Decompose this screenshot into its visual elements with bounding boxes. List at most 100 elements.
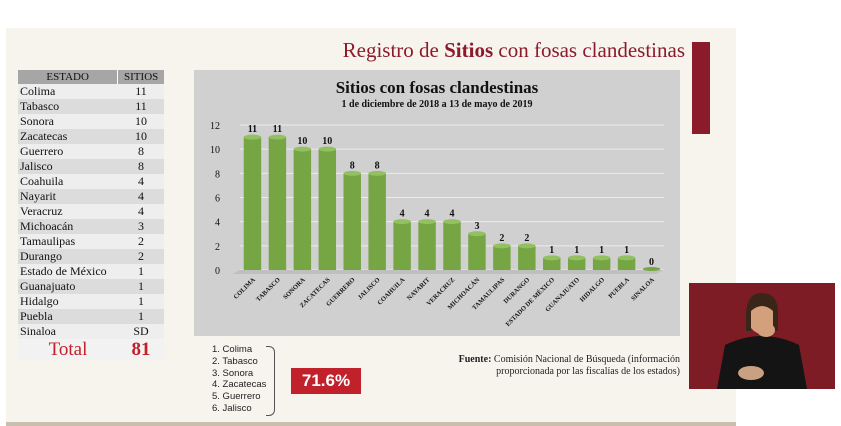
bar xyxy=(518,245,536,270)
bar xyxy=(343,173,361,270)
state-name: Durango xyxy=(20,249,62,263)
total-label: Total xyxy=(48,339,88,360)
bar-top xyxy=(268,134,287,140)
data-label: 1 xyxy=(574,245,579,256)
state-sites: 4 xyxy=(138,174,144,188)
source-line-1: Comisión Nacional de Búsqueda (informaci… xyxy=(493,354,680,365)
bar-top xyxy=(518,243,536,249)
table-row: Tabasco 11 xyxy=(18,99,164,114)
bar xyxy=(243,137,262,270)
y-tick-label: 10 xyxy=(210,145,220,156)
bar xyxy=(368,173,386,270)
state-sites: 1 xyxy=(138,264,144,278)
state-name: Tabasco xyxy=(20,99,60,113)
category-label: JALISCO xyxy=(357,276,382,301)
state-name: Michoacán xyxy=(20,219,74,233)
data-label: 4 xyxy=(450,209,455,220)
bar xyxy=(468,233,486,270)
data-label: 4 xyxy=(400,209,405,220)
state-sites: 1 xyxy=(138,294,144,308)
bar-top xyxy=(243,134,262,140)
bar-top xyxy=(468,231,486,237)
table-row: Guerrero 8 xyxy=(18,144,164,159)
data-label: 1 xyxy=(624,245,629,256)
top-state-item: 6. Jalisco xyxy=(212,402,252,414)
bar-top xyxy=(318,146,337,152)
category-label: COLIMA xyxy=(233,276,258,301)
table-body: Colima 11 Tabasco 11 Sonora 10 Zacatecas 10 Guer… xyxy=(18,84,164,339)
bar xyxy=(567,257,586,270)
state-sites: 1 xyxy=(138,279,144,293)
table-row: Sinaloa SD xyxy=(18,324,164,339)
state-name: Colima xyxy=(20,84,56,98)
state-name: Veracruz xyxy=(20,204,63,218)
list-brace xyxy=(266,346,275,416)
bar-top xyxy=(592,255,611,261)
state-name: Puebla xyxy=(20,309,53,323)
states-table: ESTADO SITIOS Colima 11 Tabasco 11 Sonora 10 Z… xyxy=(18,70,164,360)
total-row: Total 81 xyxy=(18,340,164,360)
state-name: Sinaloa xyxy=(20,324,56,338)
chart-floor xyxy=(232,270,664,274)
table-row: Puebla 1 xyxy=(18,309,164,324)
bar xyxy=(617,257,636,270)
bar xyxy=(642,267,661,271)
state-name: Nayarit xyxy=(20,189,56,203)
table-row: Michoacán 3 xyxy=(18,219,164,234)
bar-top xyxy=(493,243,511,249)
slide-bottom-edge xyxy=(6,422,736,426)
table-row: Jalisco 8 xyxy=(18,159,164,174)
source-note: Fuente: Comisión Nacional de Búsqueda (i… xyxy=(440,354,680,378)
category-label: SINALOA xyxy=(630,276,656,302)
table-row: Guanajuato 1 xyxy=(18,279,164,294)
slide-title-suffix: con fosas clandestinas xyxy=(493,38,685,62)
chart-panel: 0 2 4 6 8 10 12 11 COLIMA 11 TABASCO 10 SONORA 10 ZACA… xyxy=(194,70,680,336)
slide-title-bold: Sitios xyxy=(444,38,494,62)
sign-language-interpreter-video xyxy=(689,283,835,389)
bar-top xyxy=(343,170,361,176)
state-sites: 11 xyxy=(135,84,147,98)
y-tick-label: 12 xyxy=(210,121,220,132)
table-row: Tamaulipas 2 xyxy=(18,234,164,249)
state-name: Zacatecas xyxy=(20,129,68,143)
y-tick-label: 8 xyxy=(215,169,220,180)
chart-subtitle: 1 de diciembre de 2018 a 13 de mayo de 2… xyxy=(341,99,533,110)
header-sitios: SITIOS xyxy=(124,71,159,83)
slide-title: Registro de Sitios con fosas clandestina… xyxy=(300,38,685,63)
bar-top xyxy=(393,219,411,225)
state-sites: 11 xyxy=(135,99,147,113)
state-sites: 3 xyxy=(138,219,144,233)
category-label: SONORA xyxy=(282,276,307,301)
table-row: Sonora 10 xyxy=(18,114,164,129)
data-label: 2 xyxy=(499,233,504,244)
top-states-list: 1. Colima 2. Tabasco 3. Sonora 4. Zacatecas… xyxy=(212,344,266,415)
state-name: Tamaulipas xyxy=(20,234,76,248)
top-state-item: 5. Guerrero xyxy=(212,391,261,403)
bar-top xyxy=(293,146,312,152)
table-row: Durango 2 xyxy=(18,249,164,264)
state-sites: 1 xyxy=(138,309,144,323)
bar xyxy=(493,245,511,270)
bar-top xyxy=(368,170,386,176)
state-sites: 2 xyxy=(138,249,144,263)
bar xyxy=(393,221,411,270)
data-label: 1 xyxy=(599,245,604,256)
state-name: Estado de México xyxy=(20,264,107,278)
table-row: Estado de México 1 xyxy=(18,264,164,279)
bar xyxy=(592,257,611,270)
data-label: 8 xyxy=(375,160,380,171)
state-sites: SD xyxy=(133,324,149,338)
data-label: 0 xyxy=(649,257,654,268)
data-label: 11 xyxy=(273,124,282,135)
bar xyxy=(418,221,436,270)
title-accent-bar xyxy=(692,42,710,134)
category-label: HIDALGO xyxy=(579,276,606,303)
state-sites: 8 xyxy=(138,159,144,173)
table-row: Hidalgo 1 xyxy=(18,294,164,309)
state-name: Coahuila xyxy=(20,174,64,188)
table-row: Zacatecas 10 xyxy=(18,129,164,144)
chart-title: Sitios con fosas clandestinas xyxy=(335,78,539,97)
bar xyxy=(318,149,337,270)
top-state-item: 3. Sonora xyxy=(212,367,254,379)
state-name: Sonora xyxy=(20,114,54,128)
